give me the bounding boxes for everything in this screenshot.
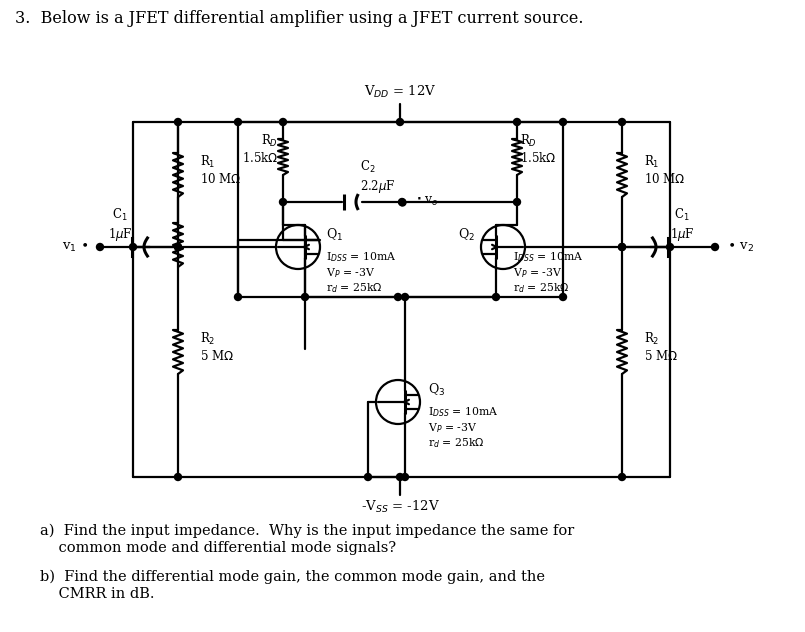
Circle shape bbox=[402, 293, 408, 300]
Text: b)  Find the differential mode gain, the common mode gain, and the
    CMRR in d: b) Find the differential mode gain, the … bbox=[40, 570, 545, 600]
Circle shape bbox=[618, 473, 625, 480]
Text: I$_{DSS}$ = 10mA
V$_P$ = -3V
r$_d$ = 25k$\Omega$: I$_{DSS}$ = 10mA V$_P$ = -3V r$_d$ = 25k… bbox=[428, 405, 498, 451]
Circle shape bbox=[618, 119, 625, 126]
Text: v$_1$ $\bullet$: v$_1$ $\bullet$ bbox=[62, 240, 88, 253]
Text: R$_1$
10 M$\Omega$: R$_1$ 10 M$\Omega$ bbox=[200, 154, 241, 186]
Circle shape bbox=[398, 198, 406, 205]
Circle shape bbox=[175, 119, 181, 126]
Text: C$_1$
1$\mu$F: C$_1$ 1$\mu$F bbox=[670, 207, 695, 243]
Circle shape bbox=[234, 293, 242, 300]
Circle shape bbox=[667, 243, 674, 250]
Circle shape bbox=[559, 119, 567, 126]
Circle shape bbox=[279, 198, 287, 205]
Circle shape bbox=[618, 243, 625, 250]
Circle shape bbox=[493, 293, 499, 300]
Circle shape bbox=[559, 293, 567, 300]
Text: -V$_{SS}$ = -12V: -V$_{SS}$ = -12V bbox=[361, 499, 440, 515]
Text: R$_2$
5 M$\Omega$: R$_2$ 5 M$\Omega$ bbox=[200, 331, 234, 363]
Text: R$_2$
5 M$\Omega$: R$_2$ 5 M$\Omega$ bbox=[644, 331, 678, 363]
Circle shape bbox=[234, 119, 242, 126]
Text: V$_{DD}$ = 12V: V$_{DD}$ = 12V bbox=[364, 84, 436, 100]
Circle shape bbox=[712, 243, 719, 250]
Text: $\mathbf{\cdot}$ v$_o$: $\mathbf{\cdot}$ v$_o$ bbox=[416, 195, 439, 207]
Circle shape bbox=[365, 473, 371, 480]
Circle shape bbox=[279, 119, 287, 126]
Circle shape bbox=[175, 243, 181, 250]
Text: Q$_1$: Q$_1$ bbox=[326, 227, 343, 243]
Circle shape bbox=[397, 119, 403, 126]
Circle shape bbox=[394, 293, 402, 300]
Circle shape bbox=[97, 243, 104, 250]
Text: Q$_2$: Q$_2$ bbox=[458, 227, 475, 243]
Text: 3.  Below is a JFET differential amplifier using a JFET current source.: 3. Below is a JFET differential amplifie… bbox=[15, 10, 584, 27]
Text: Q$_3$: Q$_3$ bbox=[428, 382, 445, 398]
Circle shape bbox=[175, 473, 181, 480]
Text: R$_D$
1.5k$\Omega$: R$_D$ 1.5k$\Omega$ bbox=[520, 133, 556, 165]
Text: C$_2$
2.2$\mu$F: C$_2$ 2.2$\mu$F bbox=[360, 159, 395, 195]
Text: R$_1$
10 M$\Omega$: R$_1$ 10 M$\Omega$ bbox=[644, 154, 685, 186]
Text: I$_{DSS}$ = 10mA
V$_P$ = -3V
r$_d$ = 25k$\Omega$: I$_{DSS}$ = 10mA V$_P$ = -3V r$_d$ = 25k… bbox=[326, 250, 396, 295]
Circle shape bbox=[514, 119, 521, 126]
Text: R$_D$
1.5k$\Omega$: R$_D$ 1.5k$\Omega$ bbox=[242, 133, 278, 165]
Circle shape bbox=[514, 198, 521, 205]
Circle shape bbox=[618, 243, 625, 250]
Text: C$_1$
1$\mu$F: C$_1$ 1$\mu$F bbox=[108, 207, 132, 243]
Circle shape bbox=[402, 473, 408, 480]
Circle shape bbox=[175, 243, 181, 250]
Text: I$_{DSS}$ = 10mA
V$_P$ = -3V
r$_d$ = 25k$\Omega$: I$_{DSS}$ = 10mA V$_P$ = -3V r$_d$ = 25k… bbox=[513, 250, 584, 295]
Circle shape bbox=[397, 473, 403, 480]
Circle shape bbox=[130, 243, 137, 250]
Text: $\bullet$ v$_2$: $\bullet$ v$_2$ bbox=[727, 240, 754, 253]
Circle shape bbox=[302, 293, 308, 300]
Text: a)  Find the input impedance.  Why is the input impedance the same for
    commo: a) Find the input impedance. Why is the … bbox=[40, 524, 574, 555]
